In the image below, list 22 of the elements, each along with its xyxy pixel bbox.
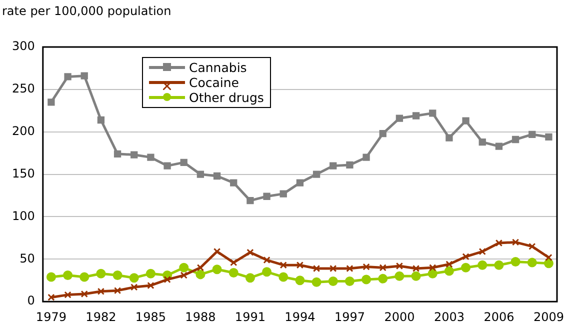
x-tick-label: 1997 [334,310,365,324]
y-tick-label: 50 [20,251,35,266]
y-tick-label: 150 [12,166,35,180]
legend-label: Cannabis [189,60,247,75]
x-tick-label: 2006 [484,310,514,324]
y-tick-label: 0 [27,294,35,308]
x-tick-label: 1994 [284,310,316,324]
x-tick-label: 1991 [234,310,266,324]
x-tick-label: 1979 [36,310,66,324]
x-tick-label: 1985 [135,310,166,324]
legend-label: Cocaine [189,75,239,90]
y-tick-label: 300 [12,39,35,54]
x-tick-label: 1982 [86,310,116,324]
x-tick-label: 2000 [384,310,415,324]
y-axis-title: rate per 100,000 population [2,4,172,18]
y-tick-label: 250 [12,82,35,96]
legend-label: Other drugs [189,90,264,105]
x-tick-label: 2003 [434,310,464,324]
x-tick-label: 2009 [533,310,564,324]
y-tick-label: 200 [12,124,35,138]
y-tick-label: 100 [12,208,35,223]
x-tick-label: 1988 [185,310,216,324]
